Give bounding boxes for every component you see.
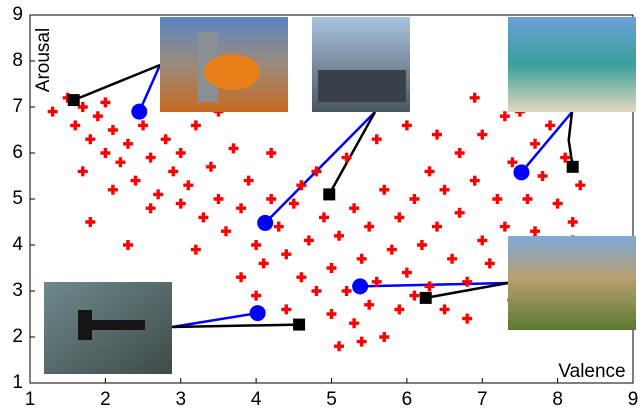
point (293, 319, 305, 331)
y-tick-label: 5 (12, 188, 23, 209)
photo-detail (78, 310, 92, 340)
chart: 1 2 3 4 5 6 7 8 9 1 2 3 4 5 6 7 8 9 Valence Arousal (0, 0, 644, 412)
point (352, 278, 368, 294)
photo (508, 236, 636, 330)
point (420, 292, 432, 304)
x-tick-label: 3 (175, 389, 186, 410)
y-tick-label: 6 (12, 142, 23, 163)
x-tick-label: 8 (552, 389, 563, 410)
y-tick-label: 8 (12, 50, 23, 71)
x-tick-label: 1 (25, 389, 36, 410)
point (131, 104, 147, 120)
y-tick-label: 1 (12, 372, 23, 393)
y-tick-label: 2 (12, 326, 23, 347)
photo-detail (318, 70, 406, 102)
y-tick-label: 4 (12, 234, 23, 255)
y-tick-label: 7 (12, 96, 23, 117)
x-tick-label: 5 (326, 389, 337, 410)
point (513, 164, 529, 180)
y-axis-label: Arousal (33, 28, 54, 92)
y-tick-label: 9 (12, 4, 23, 25)
x-tick-label: 2 (100, 389, 111, 410)
point (567, 161, 579, 173)
point (257, 215, 273, 231)
point (250, 305, 266, 321)
y-tick-label: 3 (12, 280, 23, 301)
photo-detail (204, 54, 260, 90)
x-tick-label: 6 (402, 389, 413, 410)
x-axis-label: Valence (558, 361, 625, 382)
x-tick-label: 9 (628, 389, 639, 410)
x-tick-label: 7 (477, 389, 488, 410)
point (323, 188, 335, 200)
x-tick-label: 4 (251, 389, 262, 410)
point (68, 94, 80, 106)
photo (508, 17, 636, 112)
